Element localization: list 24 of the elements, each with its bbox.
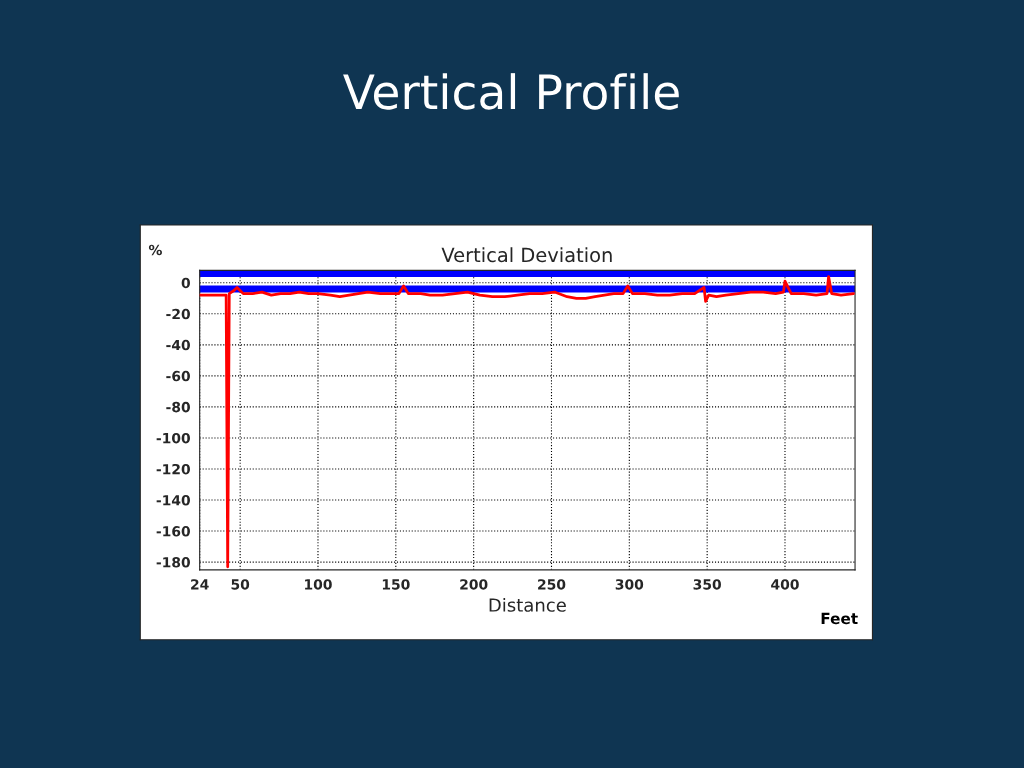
x-tick-label: 50	[231, 579, 250, 590]
x-tick-label: 300	[615, 579, 644, 590]
y-tick-label: -80	[166, 401, 190, 413]
y-tick-label: -100	[156, 432, 190, 444]
y-tick-label: -40	[166, 339, 190, 351]
x-tick-label: 250	[538, 579, 566, 590]
y-tick-label: -20	[166, 308, 190, 320]
x-axis-title: Distance	[489, 597, 566, 612]
chart-title: Vertical Deviation	[441, 247, 612, 263]
x-tick-label: 350	[693, 579, 721, 590]
y-tick-label: 0	[181, 277, 190, 289]
y-tick-label: -120	[156, 463, 190, 475]
x-tick-label: 24	[191, 579, 209, 590]
y-tick-label: -60	[166, 370, 190, 382]
y-tick-label: -140	[156, 494, 190, 506]
x-tick-label: 200	[460, 579, 488, 590]
y-tick-label: -160	[156, 526, 190, 537]
x-tick-label: 400	[771, 579, 799, 590]
y-axis-title: %	[148, 244, 162, 256]
x-tick-label: 150	[382, 579, 410, 590]
x-tick-label: 100	[305, 579, 332, 590]
y-tick-label: -180	[156, 557, 190, 568]
text: Vertical Profile	[343, 73, 679, 110]
text: Feet	[821, 612, 858, 625]
